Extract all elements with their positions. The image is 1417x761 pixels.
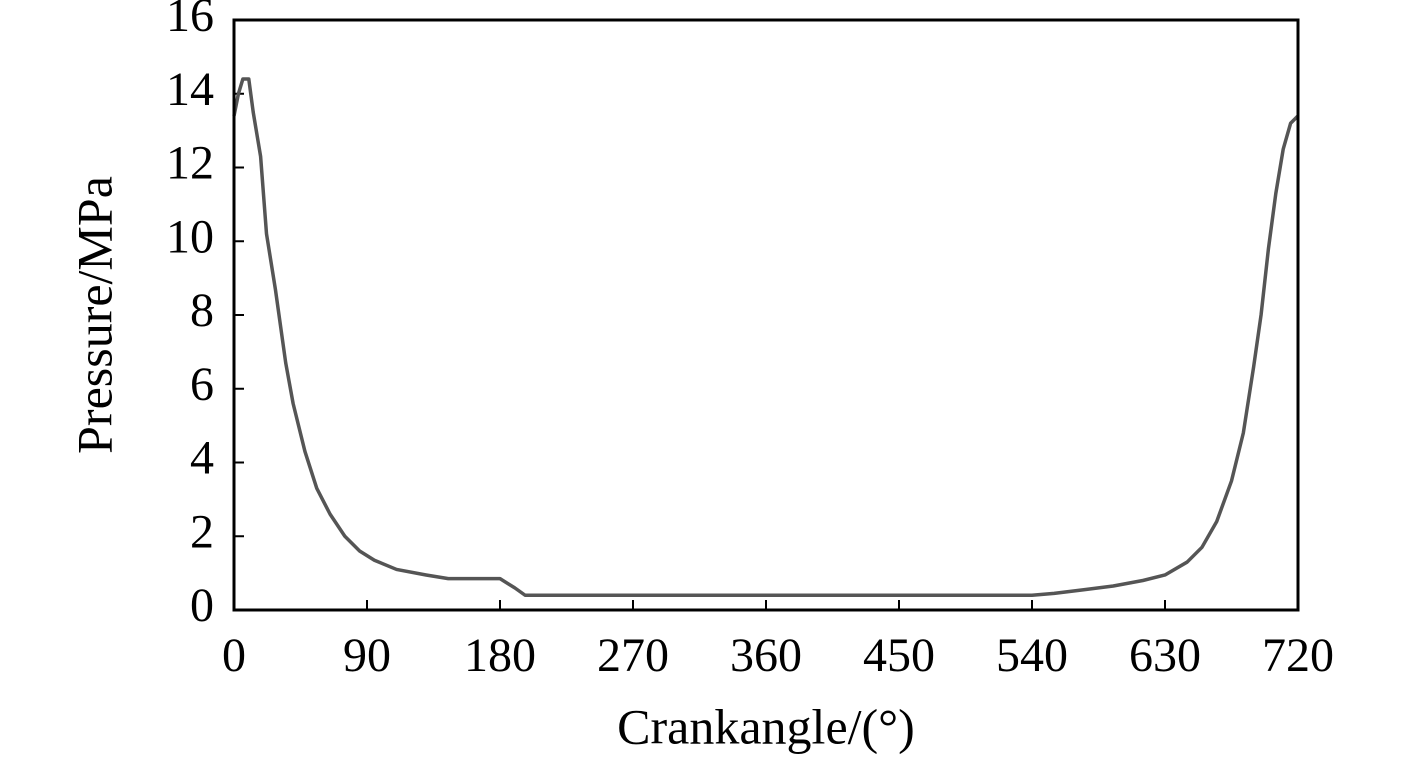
y-tick-label: 12: [166, 137, 214, 190]
y-tick-label: 0: [190, 579, 214, 632]
x-tick-label: 270: [597, 629, 669, 682]
y-tick-label: 14: [166, 63, 214, 116]
x-tick-label: 360: [730, 629, 802, 682]
x-tick-label: 720: [1262, 629, 1334, 682]
y-tick-label: 4: [190, 432, 214, 485]
y-tick-label: 8: [190, 284, 214, 337]
plot-frame: [232, 18, 1300, 612]
data-line: [232, 77, 1300, 597]
y-tick-label: 16: [166, 0, 214, 42]
x-tick-label: 90: [343, 629, 391, 682]
x-tick-label: 540: [996, 629, 1068, 682]
x-tick-label: 630: [1129, 629, 1201, 682]
y-axis-title: Pressure/MPa: [66, 176, 122, 454]
x-tick-label: 0: [222, 629, 246, 682]
y-tick-label: 6: [190, 358, 214, 411]
y-tick-label: 2: [190, 505, 214, 558]
y-tick-label: 10: [166, 210, 214, 263]
x-axis-title: Crankangle/(°): [617, 698, 915, 754]
x-tick-label: 180: [464, 629, 536, 682]
x-tick-label: 450: [863, 629, 935, 682]
